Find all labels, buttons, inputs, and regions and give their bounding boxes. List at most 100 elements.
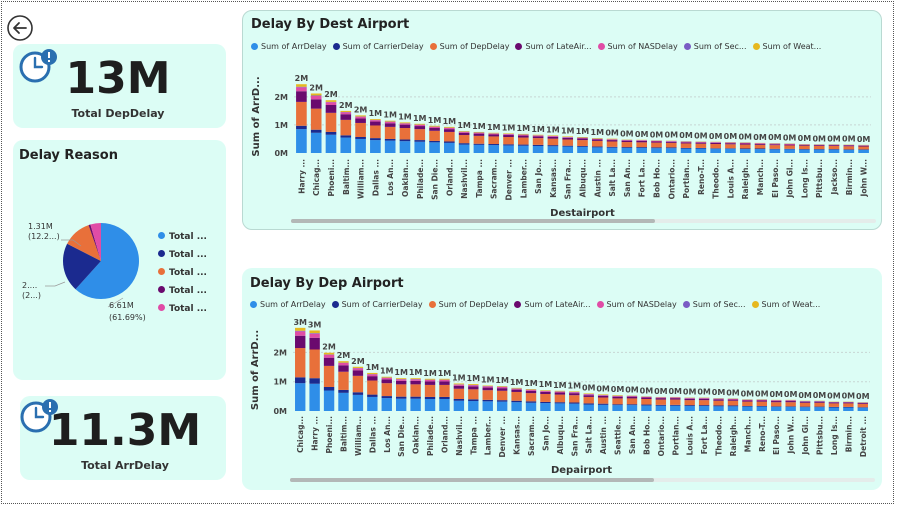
- bar-segment[interactable]: [414, 140, 426, 142]
- bar-segment[interactable]: [525, 390, 537, 394]
- bar-segment[interactable]: [606, 141, 618, 147]
- bar-segment[interactable]: [496, 386, 508, 387]
- bar-segment[interactable]: [352, 370, 364, 376]
- bar-segment[interactable]: [309, 378, 320, 384]
- bar-segment[interactable]: [713, 406, 724, 411]
- bar-segment[interactable]: [799, 149, 810, 153]
- bar-segment[interactable]: [444, 131, 455, 142]
- bar-segment[interactable]: [453, 385, 465, 389]
- bar-segment[interactable]: [785, 406, 796, 411]
- bar-segment[interactable]: [828, 149, 840, 153]
- bar-segment[interactable]: [799, 144, 810, 146]
- bar-segment[interactable]: [606, 140, 618, 142]
- bar-stack[interactable]: [554, 390, 566, 411]
- pie-slice[interactable]: [67, 225, 101, 261]
- bar-segment[interactable]: [562, 137, 574, 138]
- bar-stack[interactable]: [367, 372, 378, 411]
- bar-segment[interactable]: [754, 148, 766, 150]
- bar-segment[interactable]: [680, 141, 692, 143]
- bar-segment[interactable]: [453, 400, 465, 411]
- bar-segment[interactable]: [698, 398, 710, 401]
- bar-segment[interactable]: [429, 128, 440, 131]
- bar-segment[interactable]: [591, 139, 603, 141]
- bar-segment[interactable]: [799, 149, 810, 150]
- bar-segment[interactable]: [355, 118, 366, 123]
- bar-segment[interactable]: [525, 389, 537, 391]
- bar-segment[interactable]: [453, 383, 465, 385]
- bar-segment[interactable]: [410, 384, 421, 397]
- bar-segment[interactable]: [828, 406, 840, 408]
- bar-segment[interactable]: [296, 84, 307, 87]
- bar-segment[interactable]: [695, 142, 707, 143]
- bar-segment[interactable]: [828, 407, 840, 411]
- bar-segment[interactable]: [488, 134, 500, 137]
- bar-segment[interactable]: [540, 390, 551, 391]
- bar-segment[interactable]: [414, 129, 426, 141]
- bar-segment[interactable]: [517, 134, 529, 136]
- bar-stack[interactable]: [429, 125, 440, 153]
- bar-segment[interactable]: [395, 380, 407, 385]
- bar-segment[interactable]: [814, 402, 825, 407]
- bar-segment[interactable]: [684, 398, 695, 401]
- bar-segment[interactable]: [814, 407, 825, 411]
- delay-reason-pie[interactable]: [13, 140, 226, 380]
- bar-segment[interactable]: [828, 145, 840, 146]
- bar-stack[interactable]: [340, 110, 352, 153]
- bar-segment[interactable]: [698, 400, 710, 406]
- bar-segment[interactable]: [670, 404, 681, 406]
- bar-segment[interactable]: [540, 391, 551, 392]
- bar-segment[interactable]: [785, 401, 796, 403]
- bar-segment[interactable]: [540, 394, 551, 402]
- bar-stack[interactable]: [742, 399, 753, 411]
- bar-segment[interactable]: [370, 125, 381, 139]
- bar-segment[interactable]: [381, 383, 392, 397]
- bar-segment[interactable]: [756, 400, 768, 402]
- bar-segment[interactable]: [340, 110, 352, 112]
- pie-legend-item[interactable]: Total ...: [158, 264, 207, 282]
- bar-segment[interactable]: [352, 368, 364, 371]
- bar-stack[interactable]: [503, 133, 514, 153]
- bar-segment[interactable]: [626, 405, 638, 411]
- bar-segment[interactable]: [395, 384, 407, 397]
- bar-segment[interactable]: [651, 141, 662, 143]
- bar-segment[interactable]: [482, 386, 493, 388]
- bar-segment[interactable]: [439, 398, 450, 411]
- bar-segment[interactable]: [309, 333, 320, 338]
- bar-segment[interactable]: [367, 394, 378, 397]
- bar-segment[interactable]: [554, 403, 566, 411]
- bar-segment[interactable]: [612, 404, 623, 406]
- bar-segment[interactable]: [858, 149, 869, 153]
- bar-segment[interactable]: [295, 331, 306, 336]
- bar-segment[interactable]: [606, 146, 618, 148]
- bar-segment[interactable]: [370, 119, 381, 120]
- bar-stack[interactable]: [727, 398, 739, 411]
- bar-stack[interactable]: [532, 134, 544, 153]
- bar-segment[interactable]: [468, 399, 479, 402]
- bar-segment[interactable]: [352, 392, 364, 395]
- bar-segment[interactable]: [410, 380, 421, 385]
- bar-segment[interactable]: [739, 149, 751, 153]
- bar-segment[interactable]: [621, 147, 633, 148]
- bar-segment[interactable]: [384, 140, 396, 153]
- bar-segment[interactable]: [517, 135, 529, 138]
- bar-segment[interactable]: [310, 99, 322, 109]
- bar-segment[interactable]: [651, 142, 662, 148]
- bar-segment[interactable]: [725, 143, 736, 145]
- bar-stack[interactable]: [296, 84, 307, 153]
- bar-segment[interactable]: [496, 390, 508, 401]
- bar-segment[interactable]: [458, 143, 470, 145]
- pie-legend-item[interactable]: Total ...: [158, 282, 207, 300]
- bar-segment[interactable]: [670, 399, 681, 405]
- bar-segment[interactable]: [468, 389, 479, 400]
- bar-segment[interactable]: [525, 402, 537, 411]
- bar-segment[interactable]: [340, 114, 352, 120]
- bar-segment[interactable]: [626, 404, 638, 406]
- bar-stack[interactable]: [381, 376, 392, 411]
- back-arrow-icon[interactable]: [6, 14, 34, 42]
- bar-segment[interactable]: [814, 406, 825, 408]
- bar-segment[interactable]: [355, 138, 366, 153]
- bar-segment[interactable]: [399, 124, 411, 129]
- bar-segment[interactable]: [517, 133, 529, 135]
- bar-segment[interactable]: [296, 101, 307, 126]
- bar-stack[interactable]: [597, 394, 609, 411]
